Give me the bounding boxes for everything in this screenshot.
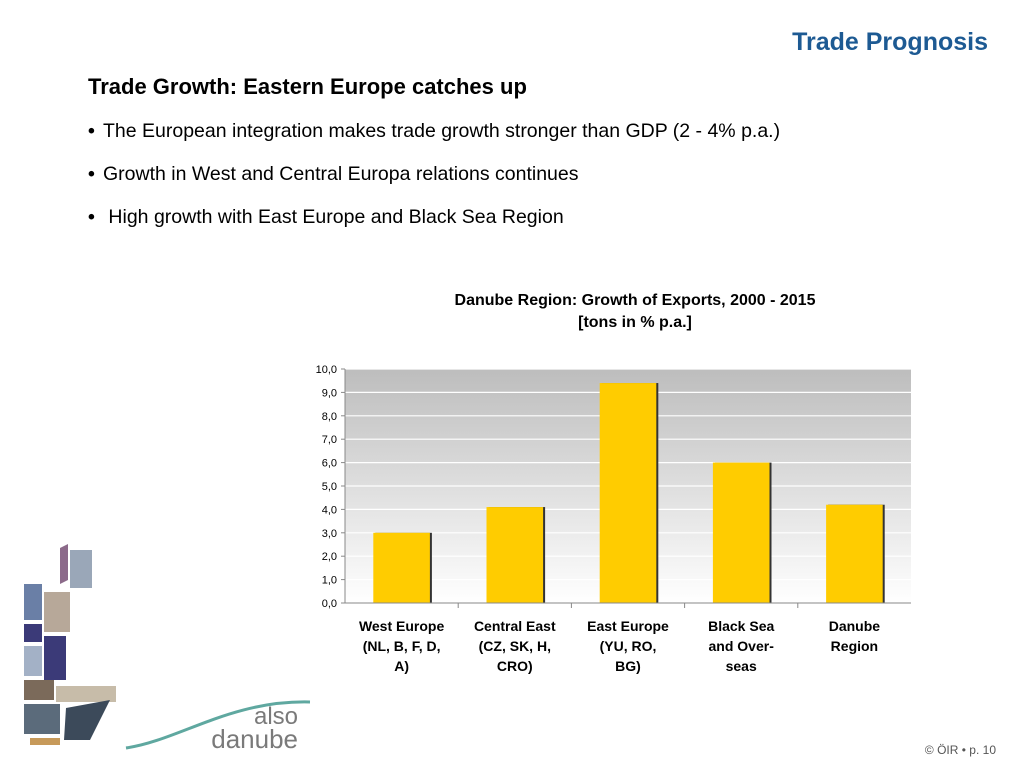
bullet-text: The European integration makes trade gro… (103, 120, 781, 142)
y-tick-label: 7,0 (322, 434, 337, 446)
y-tick-label: 4,0 (322, 504, 337, 516)
y-tick-label: 5,0 (322, 481, 337, 493)
bar (826, 504, 883, 603)
bullet-glyph: • (88, 120, 95, 142)
bullet-text: Growth in West and Central Europa relati… (103, 163, 579, 185)
x-tick-label: East Europe (YU, RO, BG) (587, 618, 669, 674)
bullet-item: • High growth with East Europe and Black… (88, 204, 780, 247)
bar (373, 532, 430, 603)
y-tick-label: 10,0 (316, 364, 337, 376)
x-tick-label: Central East (CZ, SK, H, CRO) (474, 618, 556, 674)
y-tick-label: 1,0 (322, 575, 337, 587)
bullet-glyph: • (88, 206, 95, 228)
bullet-text: High growth with East Europe and Black S… (103, 206, 564, 228)
bullet-glyph: • (88, 163, 95, 185)
y-tick-label: 2,0 (322, 551, 337, 563)
bar (599, 383, 657, 603)
footer-copyright: © ÖIR • p. 10 (924, 743, 996, 757)
bar (712, 462, 770, 603)
x-tick-label: West Europe (NL, B, F, D, A) (359, 618, 445, 674)
y-tick-label: 8,0 (322, 411, 337, 423)
slide-title: Trade Prognosis (792, 28, 988, 56)
chart-subtitle: [tons in % p.a.] (578, 314, 692, 331)
chart-title-block: Danube Region: Growth of Exports, 2000 -… (380, 290, 890, 334)
y-tick-label: 0,0 (322, 598, 337, 610)
logo-word-also: also (254, 703, 298, 730)
y-tick-label: 9,0 (322, 387, 337, 399)
bullet-list: • The European integration makes trade gr… (88, 118, 780, 247)
bullet-item: • The European integration makes trade gr… (88, 118, 780, 161)
x-tick-label: Danube Region (829, 618, 881, 654)
bullet-item: • Growth in West and Central Europa relat… (88, 161, 780, 204)
y-tick-label: 3,0 (322, 528, 337, 540)
x-tick-label: Black Sea and Over-seas (708, 618, 774, 674)
bar (486, 507, 544, 603)
also-danube-logo: also danube (125, 700, 311, 754)
chart-title: Danube Region: Growth of Exports, 2000 -… (454, 292, 816, 309)
slide-subtitle: Trade Growth: Eastern Europe catches up (88, 74, 527, 99)
logo-word-danube: danube (211, 724, 298, 754)
logo-mosaic (24, 544, 116, 745)
y-tick-label: 6,0 (322, 458, 337, 470)
bar-chart: 0,0 1,0 2,0 3,0 4,0 5,0 6,0 7,0 8,0 9,0 10,0 West … (316, 364, 911, 674)
logo-swoosh (125, 700, 311, 750)
